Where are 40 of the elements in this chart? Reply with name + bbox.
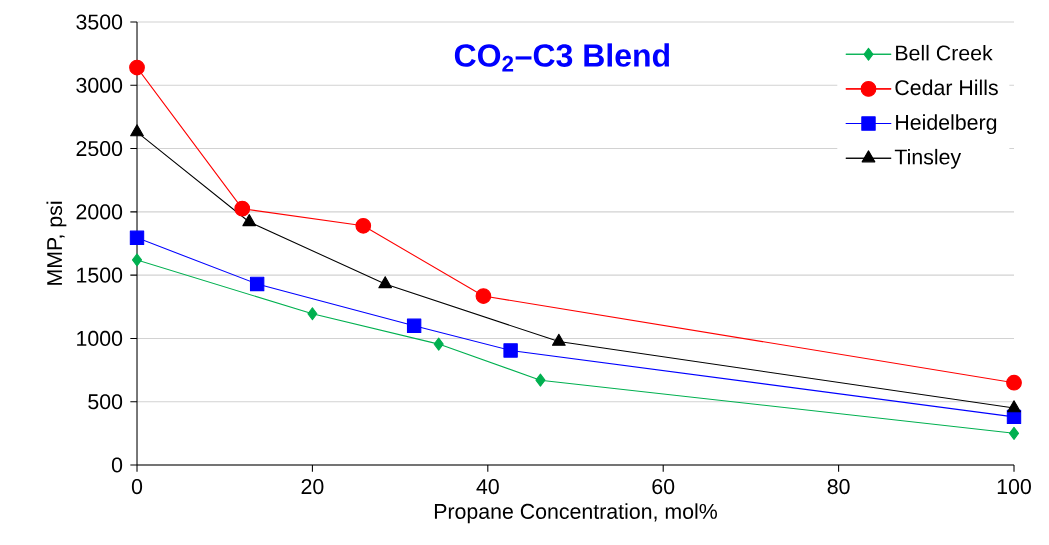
y-axis-title: MMP, psi <box>46 201 67 285</box>
legend-label: Bell Creek <box>896 44 993 61</box>
point <box>535 373 546 387</box>
point <box>242 214 257 227</box>
point <box>1008 426 1020 440</box>
x-tick-label: 100 <box>997 479 1031 495</box>
y-tick-label: 1000 <box>77 330 123 346</box>
x-tick-label: 80 <box>827 479 850 495</box>
point <box>475 288 492 304</box>
x-tick-label: 60 <box>652 479 675 495</box>
point <box>551 333 566 346</box>
x-tick-label: 0 <box>131 479 143 495</box>
y-tick-label: 2500 <box>76 141 123 157</box>
legend-label: Tinsley <box>894 148 962 169</box>
x-tick-label: 20 <box>301 479 324 495</box>
point <box>433 337 444 351</box>
x-tick-label: 40 <box>476 479 499 495</box>
point <box>1007 400 1021 413</box>
y-tick-label: 0 <box>111 457 123 473</box>
y-tick-label: 3500 <box>76 14 123 30</box>
point <box>1006 374 1022 391</box>
point <box>129 230 145 245</box>
x-axis-title: Propane Concentration, mol% <box>434 503 717 524</box>
point <box>307 307 318 321</box>
y-tick-label: 3000 <box>76 77 123 93</box>
y-tick-label: 500 <box>88 394 123 410</box>
point <box>249 276 265 292</box>
text: CO$_{2}$–C3 Blend <box>454 43 669 72</box>
point <box>130 124 144 137</box>
point <box>131 253 143 267</box>
point <box>355 217 372 234</box>
y-tick-label: 1500 <box>77 267 123 283</box>
point <box>378 276 393 289</box>
point <box>406 318 422 333</box>
y-tick-label: 2000 <box>76 204 123 220</box>
point <box>234 200 251 217</box>
point <box>129 59 145 76</box>
point <box>503 343 518 358</box>
legend-label: Cedar Hills <box>895 79 998 96</box>
legend-label: Heidelberg <box>896 114 997 135</box>
